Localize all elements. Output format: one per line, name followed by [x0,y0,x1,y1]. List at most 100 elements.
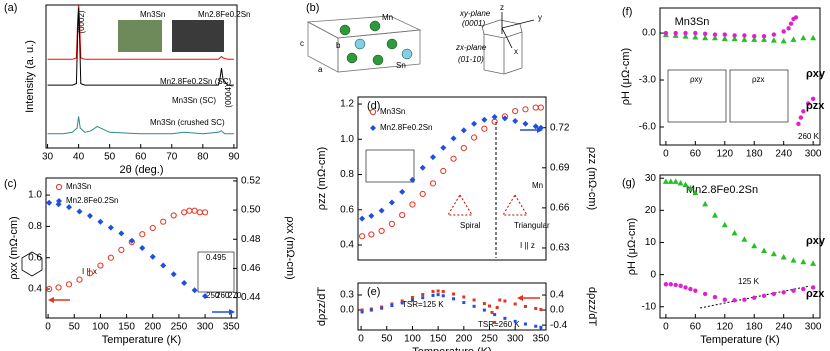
x-tick-label: 300 [805,149,822,160]
data-point [731,35,738,42]
atom [369,20,381,32]
y-tick-label: 0 [650,269,656,280]
data-point [196,209,203,216]
data-point [513,319,517,323]
legend-label: Mn2.8Fe0.2Sn (SC) [160,77,231,86]
data-point [788,21,794,26]
triangular-triangle [502,194,528,216]
panel-label: (g) [622,177,635,189]
data-point [118,230,125,237]
data-point [186,207,193,214]
data-point [693,30,698,36]
data-point [800,258,807,265]
hexagon [21,251,43,277]
data-point [503,316,507,320]
data-point [390,302,394,306]
diagram-label: Sn [396,61,406,70]
x-tick-label: 70 [166,152,178,163]
data-point [76,276,83,283]
data-point [702,200,709,207]
chart-title: Mn3Sn [675,16,710,28]
data-point [522,120,529,127]
data-point [678,283,683,289]
x-axis-label: Temperature (K) [412,346,491,351]
y-axis-label: ρH (μΩ-cm) [620,48,632,105]
x-tick-label: 350 [533,334,550,345]
arrow-head [517,295,523,301]
data-point [539,325,543,329]
data-point [742,297,747,302]
data-point [751,242,758,249]
panel-label: (e) [367,286,380,298]
data-point [741,36,748,42]
legend-label: Mn3Sn (crushed SC) [150,118,225,127]
legend-label: Mn3Sn [66,182,91,191]
inset-box [667,69,727,123]
data-point [440,144,447,151]
data-point [399,211,406,219]
crystal-sketch [306,15,422,73]
atom [372,54,384,66]
data-point [460,127,467,134]
data-point [419,190,426,198]
data-point [687,184,694,191]
data-point [481,116,488,123]
data-point [399,188,406,195]
annotation: Spiral [460,221,481,230]
y-tick-label: 20 [645,205,657,216]
atom [346,52,358,64]
y-tick-label: 0.0 [340,305,354,316]
data-point [368,212,375,219]
y-tick-label: -10 [642,301,657,312]
spiral-triangle [447,194,473,216]
data-point [55,284,62,291]
x-tick-label: 200 [144,322,161,333]
data-point [493,321,497,324]
data-point [693,288,698,293]
data-point [170,271,177,278]
y-axis-label: Intensity (a. u.) [24,40,36,113]
data-point [431,293,435,297]
data-point [388,199,395,206]
axis-x [501,27,513,49]
y-tick-label: 0.4 [340,240,354,251]
data-point [523,322,527,326]
data-point [771,32,777,37]
panel-label: (a) [4,2,17,14]
x-tick-label: 0 [45,322,51,333]
data-point [798,115,804,120]
data-point [359,233,366,240]
data-point [390,304,394,308]
plot-frame [357,282,547,331]
annotation: 270 [228,291,242,300]
data-point [482,302,486,305]
data-point [462,301,466,305]
y2-tick-label: 0.46 [241,263,261,274]
diagram-label: (01-10) [458,55,484,64]
data-point [495,306,499,309]
data-point [752,295,757,300]
annotation: ρxy [690,75,703,84]
x-tick-label: 150 [430,334,447,345]
atoms [339,20,413,66]
data-point [360,308,364,312]
data-point [722,297,727,302]
x-tick-label: 200 [455,334,472,345]
data-point [722,32,727,37]
x-tick-label: 250 [171,322,188,333]
diagram-label: c [300,39,304,48]
data-point [683,285,688,290]
atom [401,48,413,60]
y2-tick-label: 0.69 [550,162,570,173]
data-point [721,221,728,228]
x-axis-label: Temperature (K) [700,334,779,346]
diagram-label: xy-plane [459,9,491,18]
data-point [118,246,125,253]
atom [354,38,366,50]
y-axis-label: ρzz (mΩ-cm) [316,147,328,210]
data-point [780,253,787,260]
y2-tick-label: 0.52 [241,176,261,187]
data-point [810,260,817,266]
data-point [409,176,416,183]
x-tick-label: 240 [775,322,792,333]
